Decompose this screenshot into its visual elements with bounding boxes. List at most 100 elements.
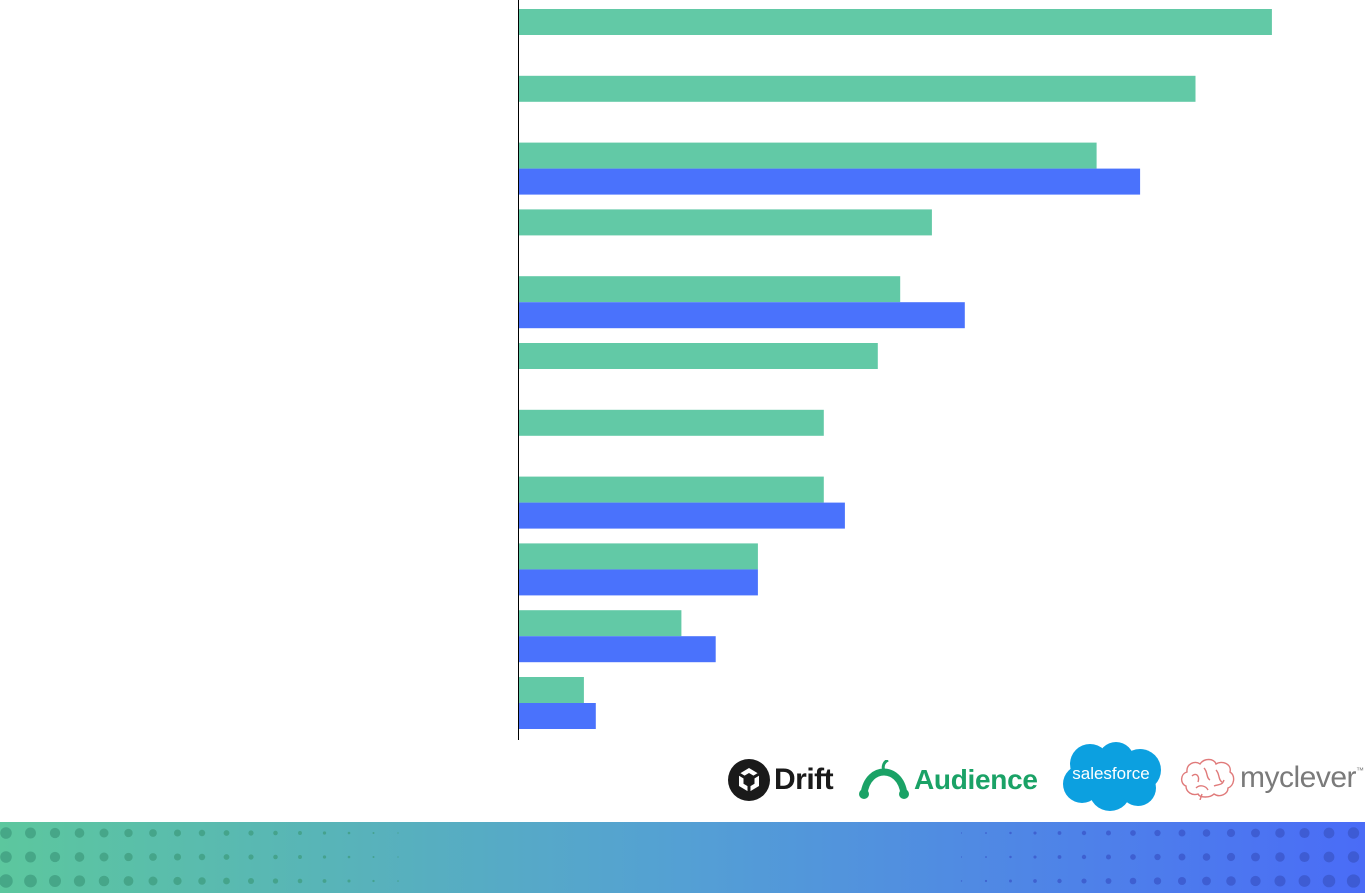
bar-series-1-row-5 [518,276,901,303]
decorative-dot [1226,828,1236,838]
decorative-dot [0,851,12,863]
decorative-dot [1251,828,1260,838]
bar-series-1-row-2 [518,75,1196,102]
decorative-dot [1323,851,1335,863]
decorative-dot [1033,879,1037,883]
decorative-dot [372,832,375,834]
bar-series-2-row-3 [518,168,1141,195]
trademark-symbol: ™ [1356,766,1365,775]
decorative-dot [173,829,182,837]
decorative-dot [347,879,351,883]
decorative-dot-pattern [0,827,1361,888]
decorative-dot [1226,852,1236,862]
decorative-dot [49,827,61,839]
decorative-dot [960,880,963,882]
decorative-dot [0,874,13,888]
decorative-dot [1105,830,1112,836]
bar-series-1-row-11 [518,677,584,703]
decorative-dot [372,856,375,858]
decorative-dot [198,829,206,837]
cloud-icon [1063,742,1161,811]
decorative-dot [73,875,86,887]
decorative-dot [985,856,987,858]
bar-series-2-row-11 [518,703,596,729]
decorative-dot [248,854,254,860]
bar-series-1-row-3 [518,142,1097,169]
decorative-dot [1105,854,1112,860]
decorative-dot [1226,876,1236,886]
decorative-dot [298,855,302,859]
drift-icon [728,759,770,801]
decorative-dot [273,854,278,860]
decorative-dot [173,876,182,886]
decorative-dot [1346,874,1361,888]
salesforce-logo: salesforce [1060,742,1162,812]
audience-logo: Audience [858,758,1038,802]
decorative-dot [148,876,158,886]
decorative-dot [397,832,399,834]
decorative-dot [223,854,230,860]
decorative-dot [99,852,109,862]
decorative-dot [1154,829,1161,837]
decorative-dot [49,851,61,863]
decorative-dot [99,828,109,838]
decorative-dot [272,878,279,884]
decorative-dot [322,831,327,835]
decorative-dot [984,879,988,883]
decorative-dot [1323,827,1335,839]
bar-series-2-row-9 [518,569,758,596]
decorative-dot [1250,875,1261,887]
decorative-dot [1154,853,1161,861]
decorative-dot [1105,878,1112,884]
decorative-dot [1009,855,1012,859]
bar-chart [518,0,1272,740]
myclever-wordmark: myclever [1240,761,1357,794]
decorative-dot [1081,878,1087,884]
decorative-dot [149,853,157,861]
decorative-dot [198,853,206,861]
decorative-dot [1299,827,1310,839]
decorative-dot [25,827,36,839]
decorative-dot [74,828,85,838]
bar-series-1-row-9 [518,543,758,570]
decorative-dot [25,851,36,863]
bar-series-2-row-8 [518,502,845,529]
decorative-dot [1202,853,1211,861]
footer-gradient-band [0,822,1365,893]
sprout-icon [859,760,909,799]
decorative-dot [1177,876,1187,886]
decorative-dot [1347,827,1360,839]
decorative-dot [1322,874,1336,888]
brain-icon [1180,758,1235,800]
decorative-dot [1081,830,1087,836]
decorative-dot [1202,876,1211,886]
decorative-dot [1298,875,1311,887]
decorative-dot [1275,852,1285,862]
decorative-dot [1178,829,1186,837]
drift-logo: Drift [728,758,834,802]
bar-series-2-row-10 [518,636,716,663]
salesforce-wordmark: salesforce [1072,764,1150,783]
decorative-dot [322,879,327,883]
decorative-dot [1009,831,1012,835]
decorative-dot [985,832,987,834]
decorative-dot [173,853,182,861]
bar-series-1-row-7 [518,409,824,436]
decorative-dot [1057,878,1062,884]
decorative-dot [322,855,327,859]
bar-series-1-row-1 [518,9,1272,35]
decorative-dot [1057,831,1062,835]
decorative-dot [297,878,303,884]
bar-series-1-row-10 [518,610,682,637]
bar-series-1-row-6 [518,343,878,369]
decorative-dot [24,874,37,888]
decorative-dot [1033,855,1037,859]
decorative-dot [1202,829,1211,837]
bar-series-2-row-5 [518,302,965,329]
decorative-dot [1153,877,1162,885]
decorative-dot [1274,875,1286,887]
decorative-dot [347,831,351,835]
decorative-dot [223,877,230,885]
decorative-dot [0,827,12,839]
decorative-dot [1178,853,1186,861]
